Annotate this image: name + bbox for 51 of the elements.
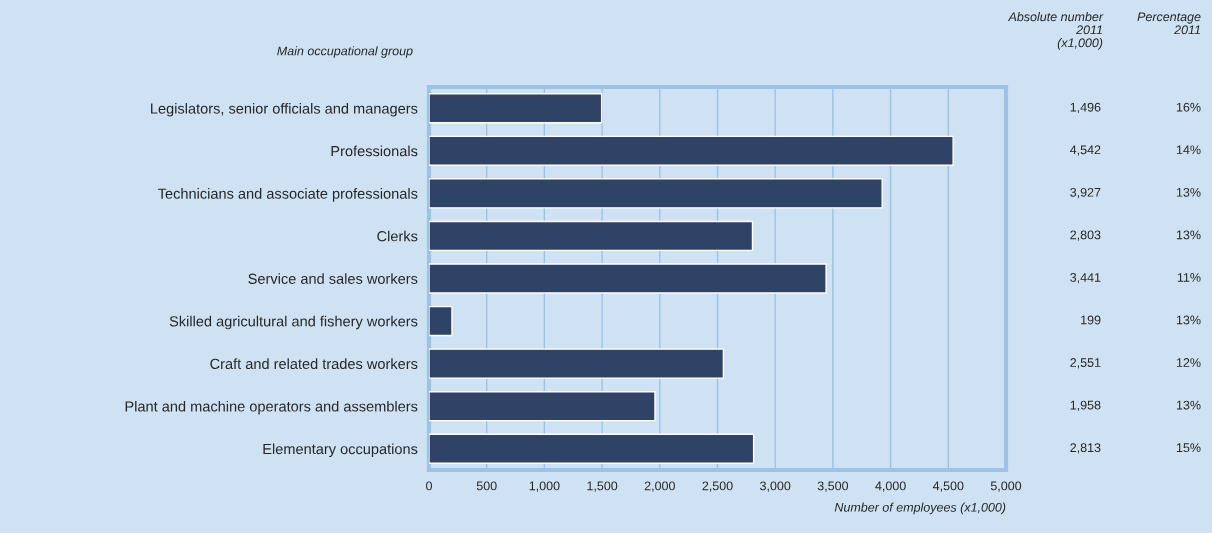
text: 16% [1176, 102, 1201, 112]
x-axis-title: Number of employees (x1,000) [834, 502, 1006, 515]
y-tick-label: Clerks [377, 230, 418, 242]
data-label: 199 [1081, 315, 1101, 325]
bar [429, 93, 603, 124]
y-tick-label: Professionals [331, 145, 418, 157]
text: 11% [1177, 273, 1201, 282]
x-tick-label: 3,000 [760, 481, 791, 492]
text: 13% [1176, 315, 1201, 325]
data-label: 4,542 [1070, 145, 1101, 156]
text: 13% [1176, 400, 1201, 410]
x-tick-label: 1,500 [587, 481, 618, 492]
x-tick-label: 2,500 [702, 481, 733, 492]
text: 14% [1176, 145, 1201, 155]
x-tick-label: 1,000 [529, 481, 560, 492]
text: Absolute number 2011 (x1,000) [1007, 12, 1104, 50]
text: 15% [1176, 443, 1201, 453]
y-tick-label: Skilled agricultural and fishery workers [169, 315, 418, 330]
x-tick-label: 500 [476, 481, 497, 491]
x-tick-label: 5,000 [990, 481, 1022, 492]
data-label: 1,958 [1070, 400, 1101, 411]
data-label: 2,551 [1070, 358, 1101, 369]
text: Percentage 2011 [1137, 12, 1201, 35]
text: 12% [1176, 358, 1201, 367]
x-tick-label: 4,000 [875, 481, 906, 492]
text: 13% [1176, 187, 1201, 197]
bar [429, 135, 954, 166]
data-label: 3,927 [1070, 187, 1101, 199]
y-tick-label: Craft and related trades workers [210, 358, 418, 370]
bar [429, 391, 656, 422]
y-tick-label: Plant and machine operators and assemblers [125, 400, 418, 415]
bar [429, 220, 754, 252]
bar [429, 348, 725, 379]
y-tick-label: Elementary occupations [263, 443, 418, 458]
x-tick-label: 3,500 [817, 481, 849, 492]
data-label: 2,803 [1070, 230, 1101, 241]
text: 13% [1176, 230, 1201, 240]
x-tick-label: 4,500 [932, 481, 964, 492]
bar [429, 263, 827, 294]
y-axis-title: Main occupational group [277, 46, 413, 58]
data-label: 3,441 [1070, 273, 1101, 284]
y-tick-label: Legislators, senior officials and managers [151, 102, 418, 117]
y-tick-label: Technicians and associate professionals [158, 188, 418, 202]
data-label: 2,813 [1070, 443, 1101, 454]
x-tick-label: 2,000 [644, 481, 675, 492]
data-label: 1,496 [1070, 102, 1101, 114]
bar [429, 178, 883, 209]
x-tick-label: 0 [426, 481, 432, 491]
y-tick-label: Service and sales workers [248, 273, 418, 284]
bar [429, 433, 755, 464]
bar [429, 305, 453, 337]
